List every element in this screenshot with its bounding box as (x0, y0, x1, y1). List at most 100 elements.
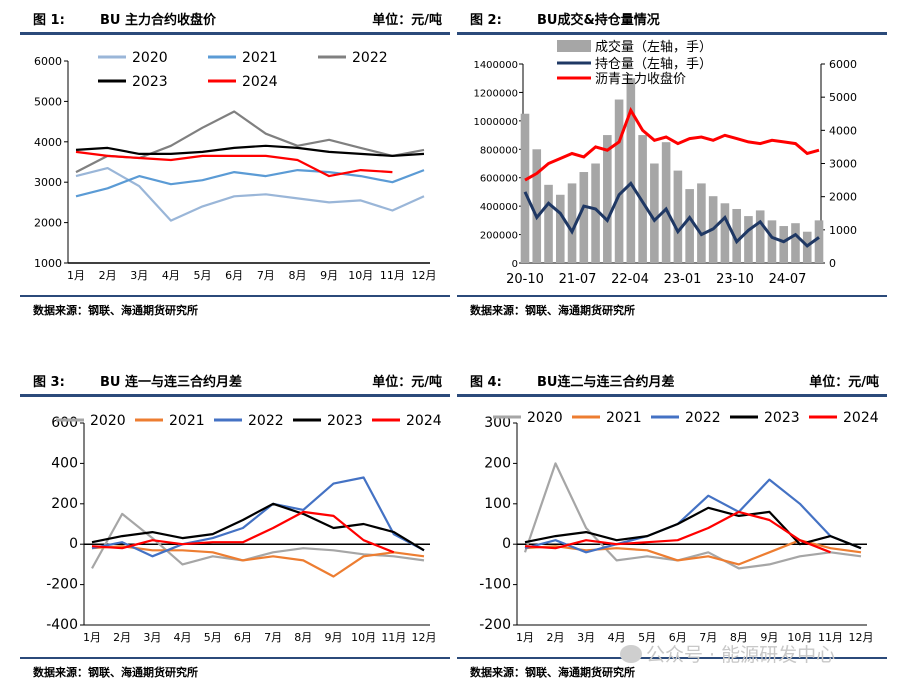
series-line-2020 (91, 512, 425, 569)
x-tick-label: 1月 (67, 269, 85, 282)
volume-bar (603, 135, 612, 263)
chart-panel-4: 图 4: BU连二与连三合约月差 单位：元/吨 -200 -100 0 100 200 3… (457, 362, 887, 679)
volume-bar (814, 220, 824, 263)
legend-label-2023: 2023 (327, 413, 363, 429)
y-tick-label: 4000 (34, 136, 62, 149)
x-tick-label: 12月 (412, 631, 437, 644)
footer-rule (457, 657, 887, 659)
volume-oi-chart: 0 200000 400000 600000 800000 1000000 1200000 1… (473, 39, 857, 287)
x-tick-label: 1月 (516, 631, 534, 644)
x-tick-label: 8月 (730, 631, 748, 644)
chart-panel-2: 图 2: BU成交&持仓量情况 0 200000 400000 600000 80000… (457, 0, 887, 317)
header-rule (457, 32, 887, 35)
series-line-2021 (75, 169, 425, 198)
x-tick-label: 24-07 (769, 272, 807, 287)
unit-label: 单位：元/吨 (372, 375, 442, 390)
y-tick-label: 100 (484, 496, 511, 512)
x-tick-label: 9月 (324, 631, 342, 644)
source-note: 数据来源：钢联、海通期货研究所 (33, 304, 198, 317)
header-rule (20, 32, 450, 35)
volume-bar (779, 226, 789, 263)
chart-header: 图 1: BU 主力合约收盘价 单位：元/吨 (20, 0, 450, 34)
x-tick-label: 3月 (577, 631, 595, 644)
x-tick-label: 22-04 (611, 272, 649, 287)
x-tick-label: 9月 (320, 269, 338, 282)
y-tick-label-right: 0 (829, 257, 836, 270)
wechat-icon (620, 645, 642, 663)
x-tick-label: 12月 (849, 631, 874, 644)
volume-bar (532, 149, 542, 263)
x-tick-label: 9月 (760, 631, 778, 644)
volume-bar (614, 99, 624, 264)
y-tick-label-left: 1000000 (473, 117, 518, 128)
volume-bar (626, 78, 636, 263)
y-tick-label-right: 5000 (829, 91, 857, 104)
volume-bar (650, 163, 659, 263)
volume-bar (697, 183, 706, 263)
watermark-text: 公众号 · 能源研发中心 (646, 644, 836, 666)
y-tick-label: 300 (484, 415, 511, 431)
volume-bar (720, 203, 730, 263)
volume-bar (544, 184, 553, 263)
chart-header: 图 3: BU 连一与连三合约月差 单位：元/吨 (20, 362, 450, 396)
source-note: 数据来源：钢联、海通期货研究所 (470, 304, 635, 317)
volume-bar (555, 194, 565, 263)
series-line-2024 (91, 510, 395, 554)
legend-label-2021: 2021 (606, 410, 642, 426)
series-line-2020 (523, 462, 862, 570)
x-tick-label: 7月 (264, 631, 282, 644)
y-tick-label-right: 3000 (829, 158, 857, 171)
chart-header: 图 4: BU连二与连三合约月差 单位：元/吨 (457, 362, 887, 396)
y-tick-label-right: 4000 (829, 124, 857, 137)
y-tick-label-right: 2000 (829, 191, 857, 204)
y-tick-label-left: 800000 (480, 145, 518, 156)
footer-rule (20, 295, 450, 297)
legend-label-2024: 2024 (242, 74, 278, 90)
open-interest-line (523, 181, 820, 248)
series-line-2021 (91, 545, 425, 578)
y-tick-label-left: 600000 (480, 174, 518, 185)
source-note: 数据来源：钢联、海通期货研究所 (33, 666, 198, 679)
x-tick-label: 10月 (348, 269, 373, 282)
legend-swatch-volume (557, 40, 591, 52)
x-tick-label: 6月 (669, 631, 687, 644)
volume-bar (755, 210, 765, 263)
legend-label-volume: 成交量（左轴，手） (595, 39, 712, 55)
watermark: 公众号 · 能源研发中心 (620, 640, 835, 667)
legend-label-2022: 2022 (352, 50, 388, 66)
volume-bar (744, 216, 753, 263)
y-tick-label: 400 (51, 455, 78, 471)
legend-label-price: 沥青主力收盘价 (595, 71, 686, 87)
x-tick-label: 10月 (787, 631, 812, 644)
y-tick-label: 2000 (34, 217, 62, 230)
volume-bar (567, 183, 577, 263)
y-tick-label: 3000 (34, 176, 62, 189)
x-tick-label: 4月 (162, 269, 180, 282)
legend-label-2020: 2020 (132, 50, 168, 66)
volume-bar (767, 220, 777, 263)
x-tick-label: 2月 (547, 631, 565, 644)
x-tick-label: 2月 (113, 631, 131, 644)
x-tick-label: 3月 (143, 631, 161, 644)
x-tick-label: 4月 (174, 631, 192, 644)
x-tick-label: 5月 (194, 269, 212, 282)
y-tick-label: 600 (51, 415, 78, 431)
volume-bar (579, 172, 589, 263)
footer-rule (457, 295, 887, 297)
chart-header: 图 2: BU成交&持仓量情况 (457, 0, 887, 34)
x-tick-label: 7月 (257, 269, 275, 282)
x-tick-label: 10月 (351, 631, 376, 644)
x-tick-label: 21-07 (559, 272, 597, 287)
x-tick-label: 12月 (412, 269, 437, 282)
y-tick-label: -200 (46, 577, 78, 593)
footer-rule (20, 657, 450, 659)
price-line (524, 106, 820, 182)
volume-bar (661, 142, 671, 263)
x-tick-label: 11月 (380, 269, 405, 282)
legend-label-2020: 2020 (527, 410, 563, 426)
x-tick-label: 6月 (225, 269, 243, 282)
header-rule (457, 394, 887, 397)
y-tick-label: 200 (484, 455, 511, 471)
series-line-2022 (91, 476, 425, 558)
x-tick-label: 4月 (608, 631, 626, 644)
